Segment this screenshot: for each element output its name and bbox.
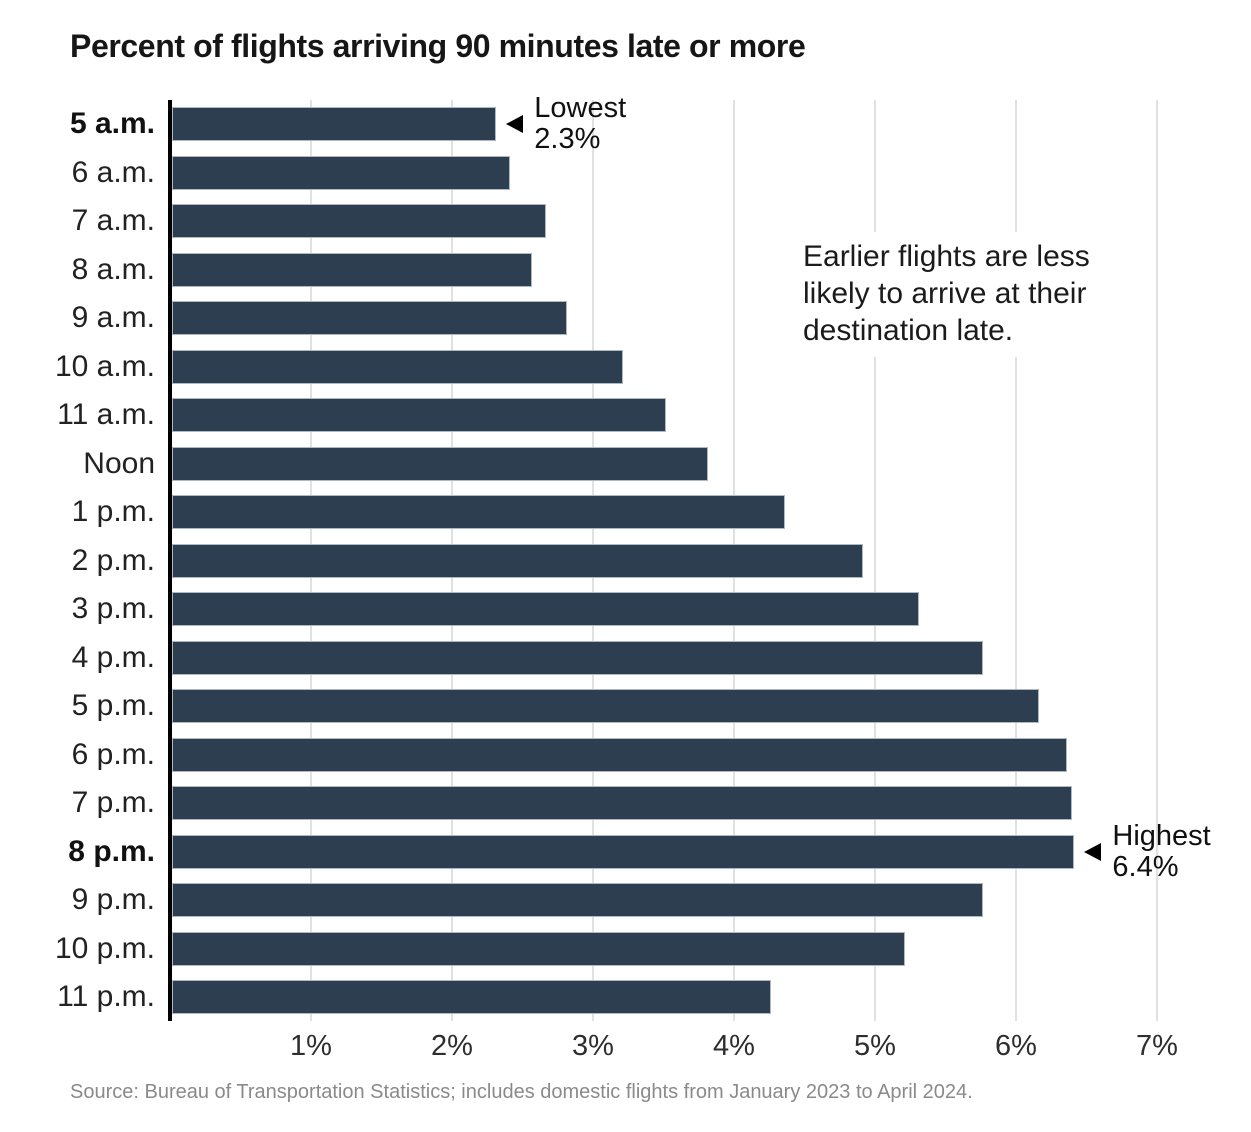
bar-row bbox=[172, 931, 906, 966]
highest-value: 6.4% bbox=[1112, 850, 1179, 883]
y-axis-label: 6 p.m. bbox=[71, 737, 155, 771]
x-tick-label: 3% bbox=[572, 1030, 614, 1062]
bar-row bbox=[172, 737, 1068, 772]
arrow-left-icon bbox=[506, 115, 524, 134]
x-tick-label: 4% bbox=[713, 1030, 755, 1062]
bar-row bbox=[172, 107, 497, 142]
y-axis-line bbox=[168, 100, 172, 1021]
bar-row bbox=[172, 252, 532, 287]
y-axis-label: 11 a.m. bbox=[57, 398, 155, 431]
y-axis-label: 7 p.m. bbox=[71, 786, 155, 819]
bar-row bbox=[172, 543, 863, 578]
y-axis-label: 10 p.m. bbox=[54, 931, 155, 965]
gridline-6% bbox=[1015, 100, 1017, 1021]
bar-row bbox=[172, 349, 624, 384]
y-axis-label: 9 p.m. bbox=[71, 883, 155, 916]
y-axis-label: 3 p.m. bbox=[71, 592, 155, 625]
note-line-2: likely to arrive at their bbox=[803, 277, 1087, 310]
x-tick-label: 5% bbox=[854, 1030, 896, 1062]
y-axis-label: 11 p.m. bbox=[57, 980, 155, 1013]
bar-row bbox=[172, 155, 511, 190]
x-tick-label: 1% bbox=[290, 1030, 332, 1062]
y-axis-label: 10 a.m. bbox=[54, 349, 155, 383]
lowest-label: Lowest bbox=[534, 92, 627, 125]
y-axis-label: 2 p.m. bbox=[71, 543, 155, 577]
bar-row bbox=[172, 495, 786, 530]
y-axis-label: 7 a.m. bbox=[71, 204, 155, 237]
bar-row bbox=[172, 301, 567, 336]
lowest-value: 2.3% bbox=[534, 123, 601, 156]
bar-row bbox=[172, 446, 708, 481]
plot-area: 5 a.m. 6 a.m. 7 a.m. 8 a.m. 9 a.m. 10 a.m. 11 … bbox=[0, 93, 1251, 1021]
y-axis-label: 4 p.m. bbox=[71, 640, 155, 674]
gridline-7% bbox=[1156, 100, 1158, 1021]
highest-label: Highest bbox=[1112, 819, 1211, 852]
x-axis-ticks: 1% 2% 3% 4% 5% 6% 7% bbox=[0, 1030, 1251, 1070]
annotation-note: Earlier flights are less likely to arriv… bbox=[795, 232, 1100, 357]
y-axis-label: 9 a.m. bbox=[71, 301, 155, 334]
y-axis-label: 5 p.m. bbox=[71, 689, 155, 722]
bar-row bbox=[172, 592, 920, 627]
note-line-3: destination late. bbox=[803, 314, 1014, 347]
gridline-5% bbox=[874, 100, 876, 1021]
bar-row bbox=[172, 398, 666, 433]
bar-row bbox=[172, 786, 1072, 821]
bar-row bbox=[172, 204, 546, 239]
source-note: Source: Bureau of Transportation Statist… bbox=[70, 1081, 973, 1103]
bar-row bbox=[172, 980, 772, 1015]
bar-row bbox=[172, 640, 983, 675]
y-axis-label: 5 a.m. bbox=[69, 107, 155, 140]
bar-row bbox=[172, 834, 1075, 869]
bar-row bbox=[172, 689, 1040, 724]
bar-row bbox=[172, 883, 983, 918]
x-tick-label: 2% bbox=[431, 1030, 473, 1062]
y-axis-label: 8 a.m. bbox=[71, 252, 155, 286]
arrow-left-icon bbox=[1084, 842, 1102, 861]
y-axis-label: 6 a.m. bbox=[71, 155, 155, 189]
y-axis-label: 8 p.m. bbox=[68, 834, 155, 868]
note-line-1: Earlier flights are less bbox=[803, 240, 1090, 273]
y-axis-label: 1 p.m. bbox=[71, 495, 155, 528]
x-tick-label: 7% bbox=[1136, 1030, 1178, 1062]
y-axis-label: Noon bbox=[83, 446, 155, 480]
x-tick-label: 6% bbox=[995, 1030, 1037, 1062]
chart-title: Percent of flights arriving 90 minutes l… bbox=[70, 28, 806, 64]
